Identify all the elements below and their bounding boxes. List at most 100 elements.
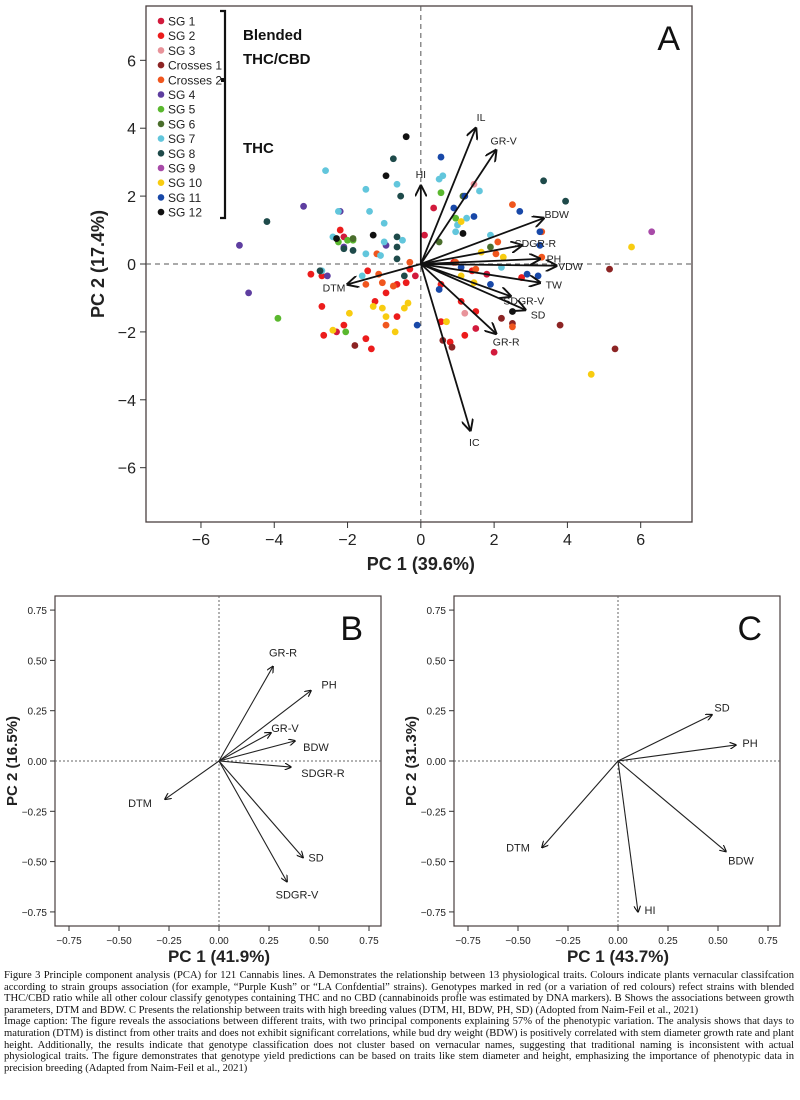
data-point (349, 247, 357, 254)
x-tick-label: −0.75 (56, 936, 82, 947)
legend-label: Crosses 2 (168, 73, 222, 87)
data-point (443, 318, 450, 326)
loading-vector (617, 760, 638, 912)
data-point (334, 207, 342, 215)
vector-label: VDW (558, 261, 583, 273)
legend-marker (157, 164, 165, 172)
loading-vector (420, 245, 522, 265)
legend-marker (157, 91, 165, 98)
y-tick-label: 0.75 (427, 606, 447, 617)
y-tick-label: 0.00 (427, 757, 447, 768)
data-point (606, 265, 613, 273)
loading-vector (218, 691, 311, 762)
x-tick-label: 0.75 (359, 936, 379, 947)
data-point (318, 303, 326, 310)
vector-label: GR-V (271, 723, 299, 735)
panel-label: A (657, 20, 680, 58)
data-point (556, 321, 564, 329)
y-tick-label: 0.25 (28, 707, 48, 718)
legend-label: Crosses 1 (168, 59, 222, 73)
data-point (406, 258, 414, 266)
loading-vector (419, 128, 476, 265)
legend-marker (157, 76, 165, 84)
data-point (536, 241, 544, 249)
legend-marker (157, 105, 165, 113)
loading-vector (420, 150, 496, 265)
vector-label: DTM (128, 798, 152, 810)
y-tick-label: 0.25 (427, 707, 447, 718)
legend-label: SG 5 (168, 103, 196, 117)
x-axis-label: PC 1 (43.7%) (567, 947, 669, 966)
panel-label: C (737, 610, 762, 648)
x-tick-label: 4 (563, 532, 572, 549)
data-point (333, 235, 340, 242)
loading-vector (420, 263, 540, 283)
y-tick-label: −2 (118, 325, 136, 342)
y-tick-label: −0.75 (22, 908, 48, 919)
legend-marker (157, 179, 165, 186)
data-point (402, 133, 410, 141)
y-tick-label: 0.50 (28, 656, 48, 667)
vector-label: DTM (323, 283, 346, 295)
y-axis-label: PC 2 (16.5%) (4, 716, 21, 806)
data-point (389, 282, 397, 290)
data-point (399, 236, 406, 244)
data-point (382, 172, 390, 180)
data-point (404, 299, 412, 307)
data-point (490, 348, 498, 356)
loading-vector (420, 264, 557, 266)
data-point (540, 177, 547, 185)
chart-b: −0.75 −0.50 −0.25 0.00 0.25 0.50 0.75 −0.75 −0.5… (4, 595, 382, 966)
data-point (421, 231, 428, 239)
data-point (369, 303, 377, 310)
data-point (367, 345, 375, 353)
legend-marker (157, 32, 165, 39)
data-point (611, 345, 619, 353)
group-label-thc: THC (243, 140, 274, 157)
data-point (457, 218, 465, 225)
legend-label: SG 7 (168, 132, 196, 146)
series-sg-10 (329, 218, 635, 378)
loading-vector (218, 760, 291, 767)
x-tick-label: −6 (192, 532, 210, 549)
x-axis-label: PC 1 (41.9%) (168, 947, 270, 966)
data-point (362, 250, 370, 258)
y-tick-label: 0 (127, 257, 136, 274)
vector-label: BDW (728, 856, 754, 868)
data-point (263, 218, 271, 225)
data-point (463, 214, 471, 222)
series-sg-2 (307, 226, 526, 353)
data-point (413, 321, 421, 329)
data-point (345, 309, 353, 317)
vector-label: GR-R (493, 337, 520, 349)
vector-label: HI (416, 169, 427, 181)
data-point (435, 286, 443, 293)
legend-marker (157, 150, 165, 157)
legend-marker (157, 17, 165, 25)
data-point (366, 207, 373, 215)
y-tick-label: −4 (118, 393, 136, 410)
loading-vector (617, 745, 736, 762)
legend-marker (157, 135, 165, 142)
data-point (448, 343, 456, 351)
y-tick-label: 0.75 (28, 606, 48, 617)
vector-label: SDGR-V (276, 890, 319, 902)
legend-marker (157, 194, 165, 201)
loading-vector (348, 263, 422, 284)
data-point (472, 265, 480, 273)
data-point (329, 326, 337, 334)
data-point (430, 204, 438, 212)
y-tick-label: 0.50 (427, 656, 447, 667)
data-point (435, 175, 443, 183)
data-point (236, 241, 243, 249)
legend-marker (157, 208, 165, 216)
image-caption-text: Image caption: The figure reveals the as… (4, 1016, 794, 1074)
data-point (498, 314, 505, 322)
data-point (437, 153, 445, 161)
y-tick-label: 2 (127, 189, 136, 206)
loading-vector (218, 741, 295, 762)
legend-label: SG 12 (168, 206, 202, 220)
legend-label: SG 11 (168, 191, 201, 205)
data-point (351, 342, 359, 349)
